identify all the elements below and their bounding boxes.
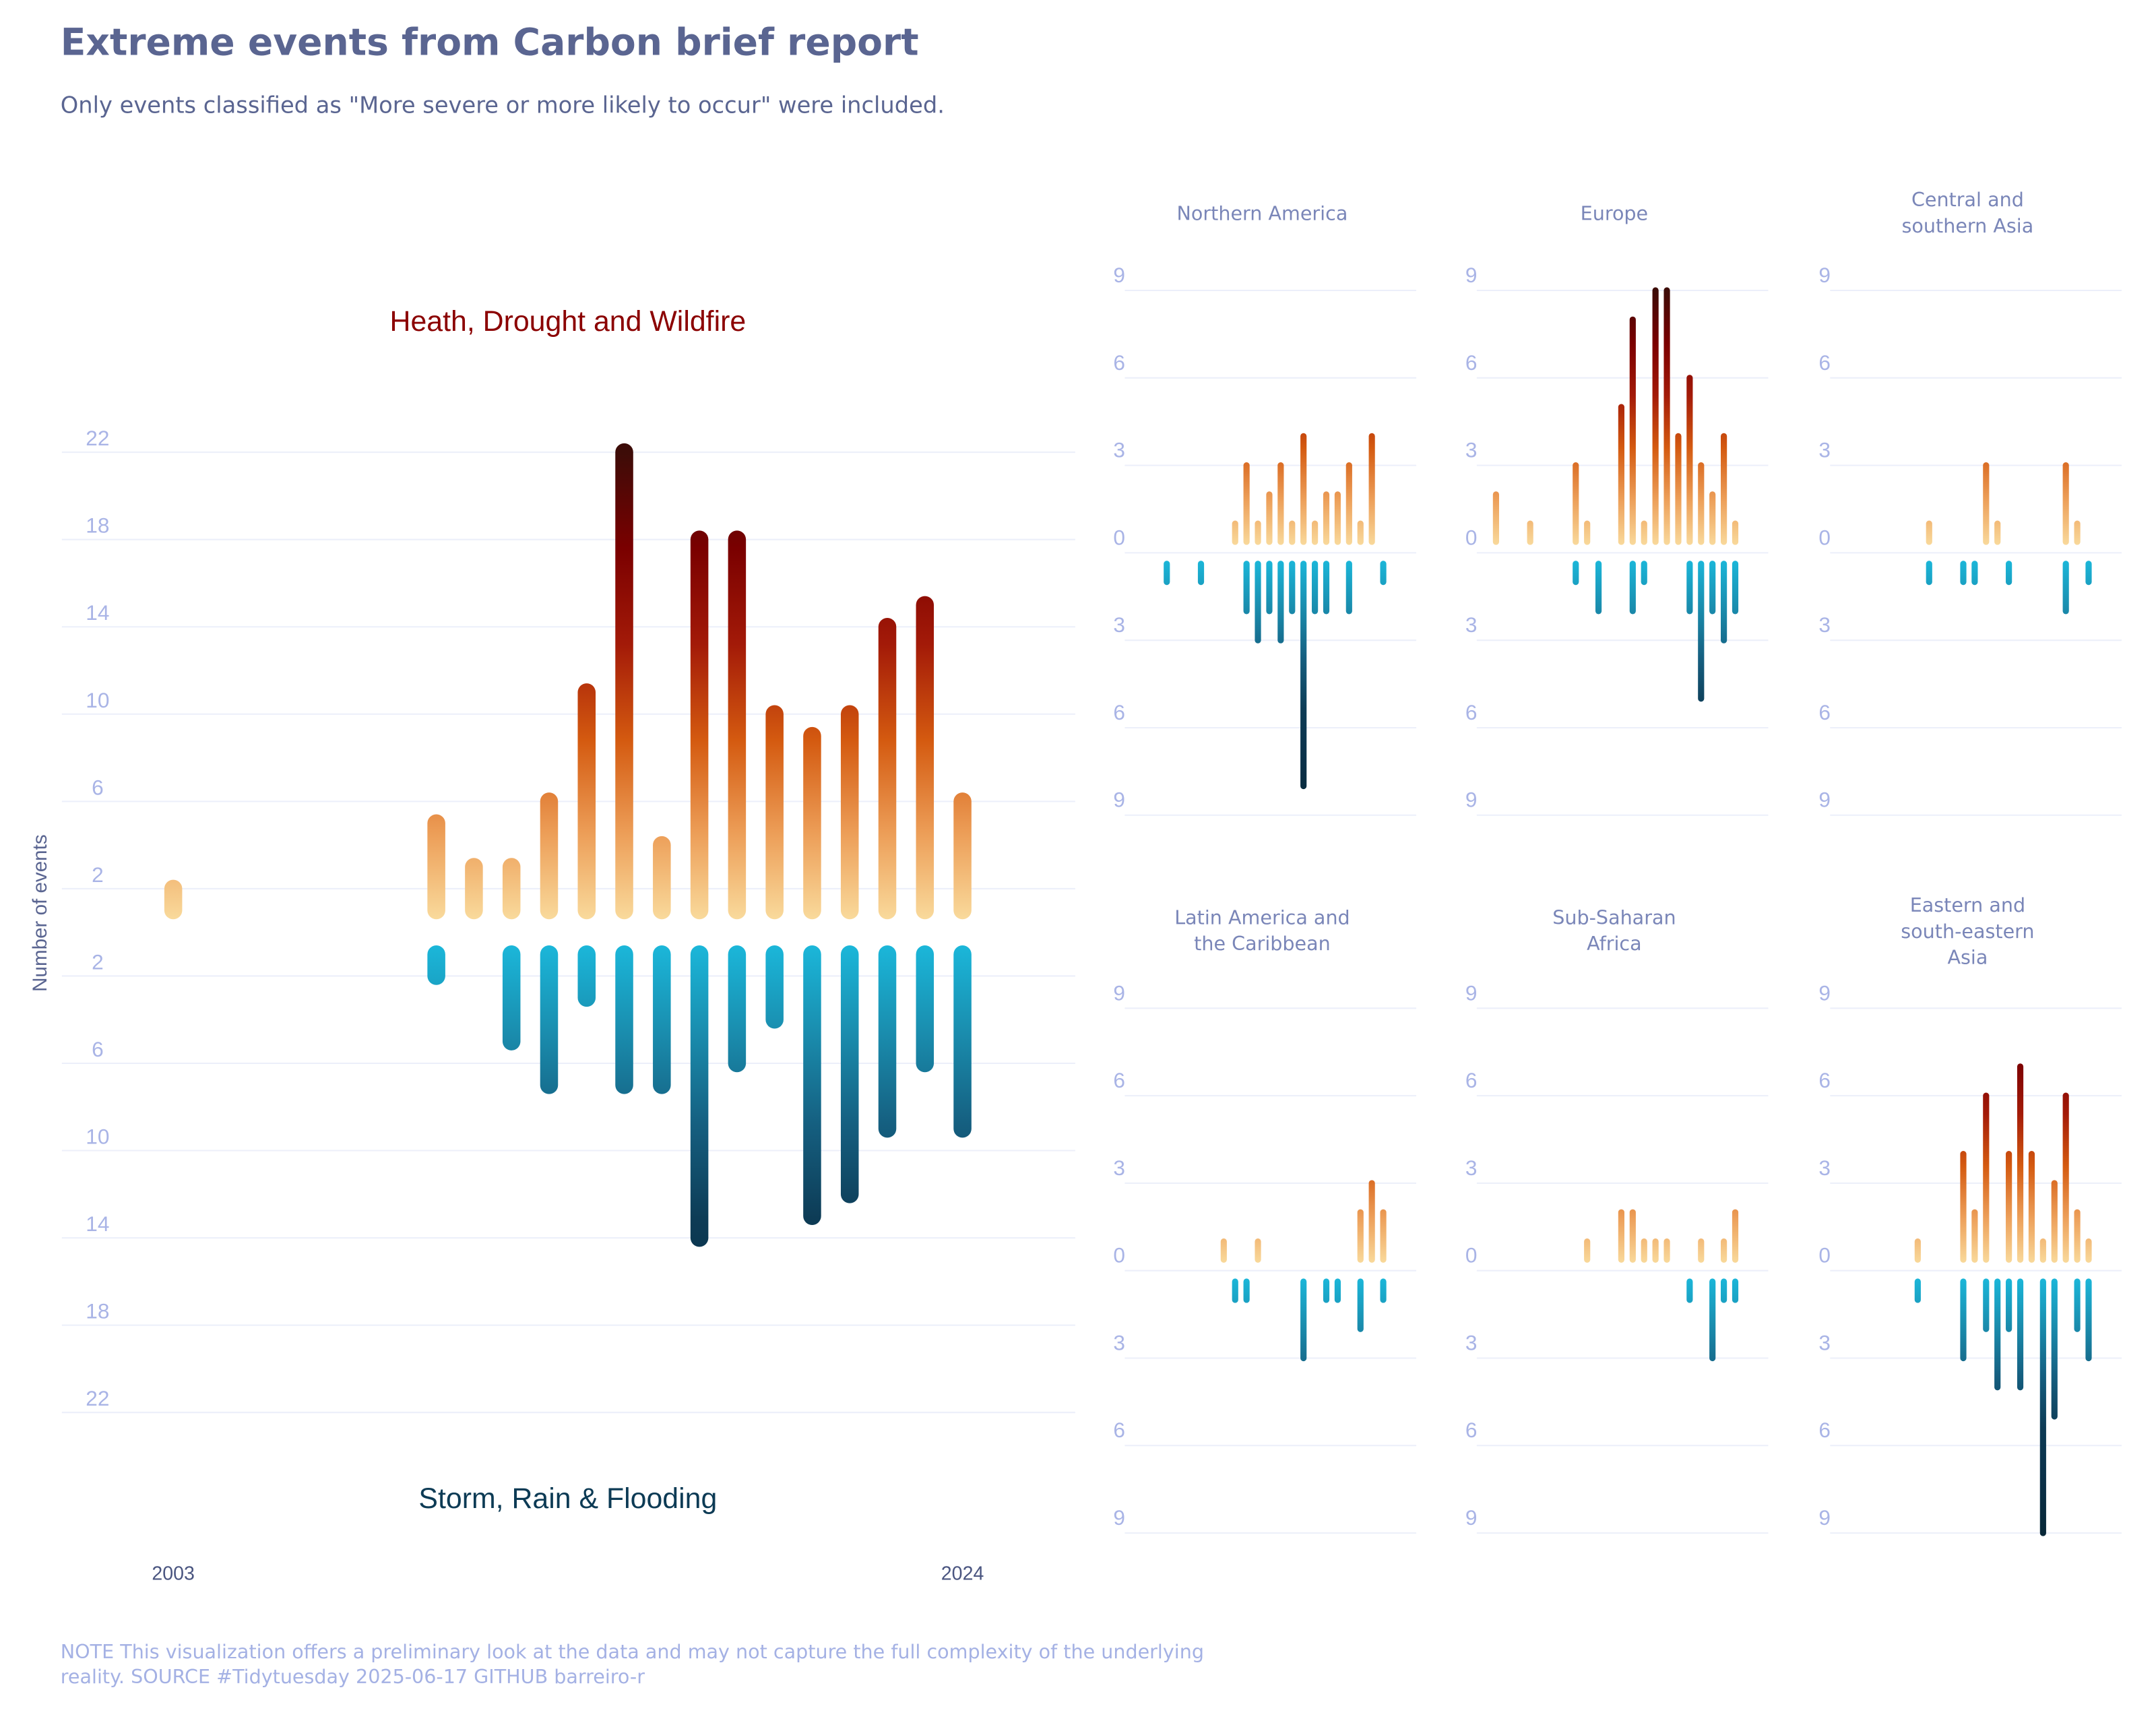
y-tick-label: 3 [1465,438,1478,462]
y-tick-label: 3 [1113,1330,1125,1354]
y-tick-label: 3 [1465,613,1478,637]
y-tick-label: 14 [86,1212,109,1236]
panel-title: Sub-Saharan Africa [1552,907,1676,956]
y-tick-label: 0 [1818,525,1831,549]
y-tick-label: 9 [1113,788,1125,812]
y-tick-label: 6 [1113,700,1125,724]
y-tick-label: 9 [1113,1505,1125,1530]
y-tick-label: 6 [92,775,104,799]
x-tick-label: 2003 [152,1563,195,1584]
y-tick-label: 22 [86,1386,109,1410]
y-tick-label: 0 [1113,1243,1125,1267]
y-tick-label: 6 [1465,700,1478,724]
y-tick-label: 18 [86,513,109,538]
y-tick-label: 10 [86,688,109,712]
y-tick-label: 3 [1465,1156,1478,1180]
y-tick-label: 6 [1113,1068,1125,1092]
y-tick-label: 6 [1113,1418,1125,1442]
panel-title: Latin America and the Caribbean [1174,907,1350,956]
y-tick-label: 2 [92,949,104,974]
y-tick-label: 2 [92,862,104,887]
y-tick-label: 3 [1465,1330,1478,1354]
y-tick-label: 10 [86,1125,109,1149]
y-tick-label: 6 [1465,350,1478,375]
y-tick-label: 3 [1113,613,1125,637]
y-tick-label: 3 [1818,438,1831,462]
y-tick-label: 3 [1113,438,1125,462]
y-tick-label: 9 [1818,1505,1831,1530]
y-tick-label: 0 [1113,525,1125,549]
y-tick-label: 3 [1818,613,1831,637]
page-title: Extreme events from Carbon brief report [60,22,919,65]
series-label: Heath, Drought and Wildfire [390,305,747,338]
y-tick-label: 6 [1818,700,1831,724]
y-tick-label: 0 [1465,1243,1478,1267]
y-tick-label: 3 [1113,1156,1125,1180]
y-tick-label: 3 [1818,1330,1831,1354]
y-tick-label: 18 [86,1299,109,1323]
y-tick-label: 6 [1818,1418,1831,1442]
page-subtitle: Only events classified as "More severe o… [60,92,945,119]
y-tick-label: 3 [1818,1156,1831,1180]
series-label: Storm, Rain & Flooding [418,1482,717,1515]
y-tick-label: 9 [1465,263,1478,287]
y-tick-label: 9 [1113,263,1125,287]
panel-title: Eastern and south-eastern Asia [1901,894,2035,969]
y-tick-label: 9 [1818,263,1831,287]
panel-title: Central and southern Asia [1901,189,2034,239]
y-tick-label: 14 [86,600,109,625]
y-tick-label: 6 [1465,1068,1478,1092]
y-tick-label: 22 [86,426,109,450]
y-tick-label: 6 [1818,350,1831,375]
panel-title: Europe [1580,203,1649,225]
y-tick-label: 6 [1113,350,1125,375]
y-axis-title: Number of events [29,834,51,991]
y-tick-label: 9 [1818,788,1831,812]
caption: NOTE This visualization offers a prelimi… [60,1641,1204,1689]
x-tick-label: 2024 [941,1563,984,1584]
y-tick-label: 0 [1818,1243,1831,1267]
panel-title: Northern America [1176,203,1348,225]
y-tick-label: 9 [1818,980,1831,1005]
y-tick-label: 0 [1465,525,1478,549]
y-tick-label: 9 [1465,980,1478,1005]
y-tick-label: 6 [92,1037,104,1061]
y-tick-label: 9 [1465,788,1478,812]
y-tick-label: 9 [1465,1505,1478,1530]
y-tick-label: 6 [1465,1418,1478,1442]
y-tick-label: 9 [1113,980,1125,1005]
y-tick-label: 6 [1818,1068,1831,1092]
